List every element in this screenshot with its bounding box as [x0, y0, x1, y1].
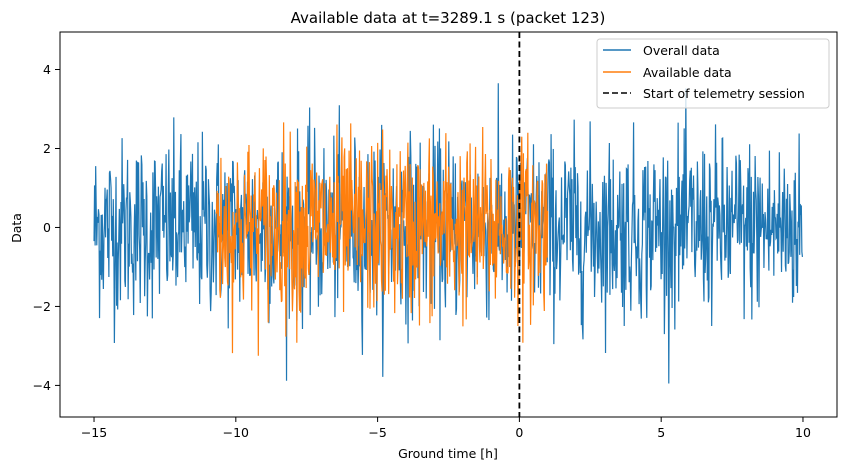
series-line-1: [215, 122, 549, 356]
series-layer: [93, 83, 804, 384]
y-axis: −4 −2 0 2 4: [33, 62, 60, 393]
y-tick-label: −2: [33, 299, 51, 314]
x-tick-label: 10: [795, 425, 811, 440]
y-tick-label: −4: [33, 378, 51, 393]
x-axis: −15 −10 −5 0 5 10: [81, 417, 811, 440]
x-tick-label: −5: [368, 425, 386, 440]
plot-frame: [59, 31, 838, 418]
y-tick-label: 4: [43, 62, 51, 77]
x-tick-label: −15: [81, 425, 107, 440]
legend-label-telemetry: Start of telemetry session: [643, 86, 805, 101]
x-tick-label: 5: [657, 425, 665, 440]
y-tick-label: 2: [43, 141, 51, 156]
legend-box: [596, 38, 830, 109]
legend: Overall data Available data Start of tel…: [596, 38, 830, 109]
y-tick-label: 0: [43, 220, 51, 235]
legend-label-available: Available data: [643, 65, 732, 80]
x-tick-label: −10: [223, 425, 249, 440]
x-tick-label: 0: [515, 425, 523, 440]
y-axis-label: Data: [9, 213, 24, 243]
chart-title: Available data at t=3289.1 s (packet 123…: [291, 9, 606, 27]
legend-label-overall: Overall data: [643, 43, 720, 58]
x-axis-label: Ground time [h]: [398, 446, 498, 461]
